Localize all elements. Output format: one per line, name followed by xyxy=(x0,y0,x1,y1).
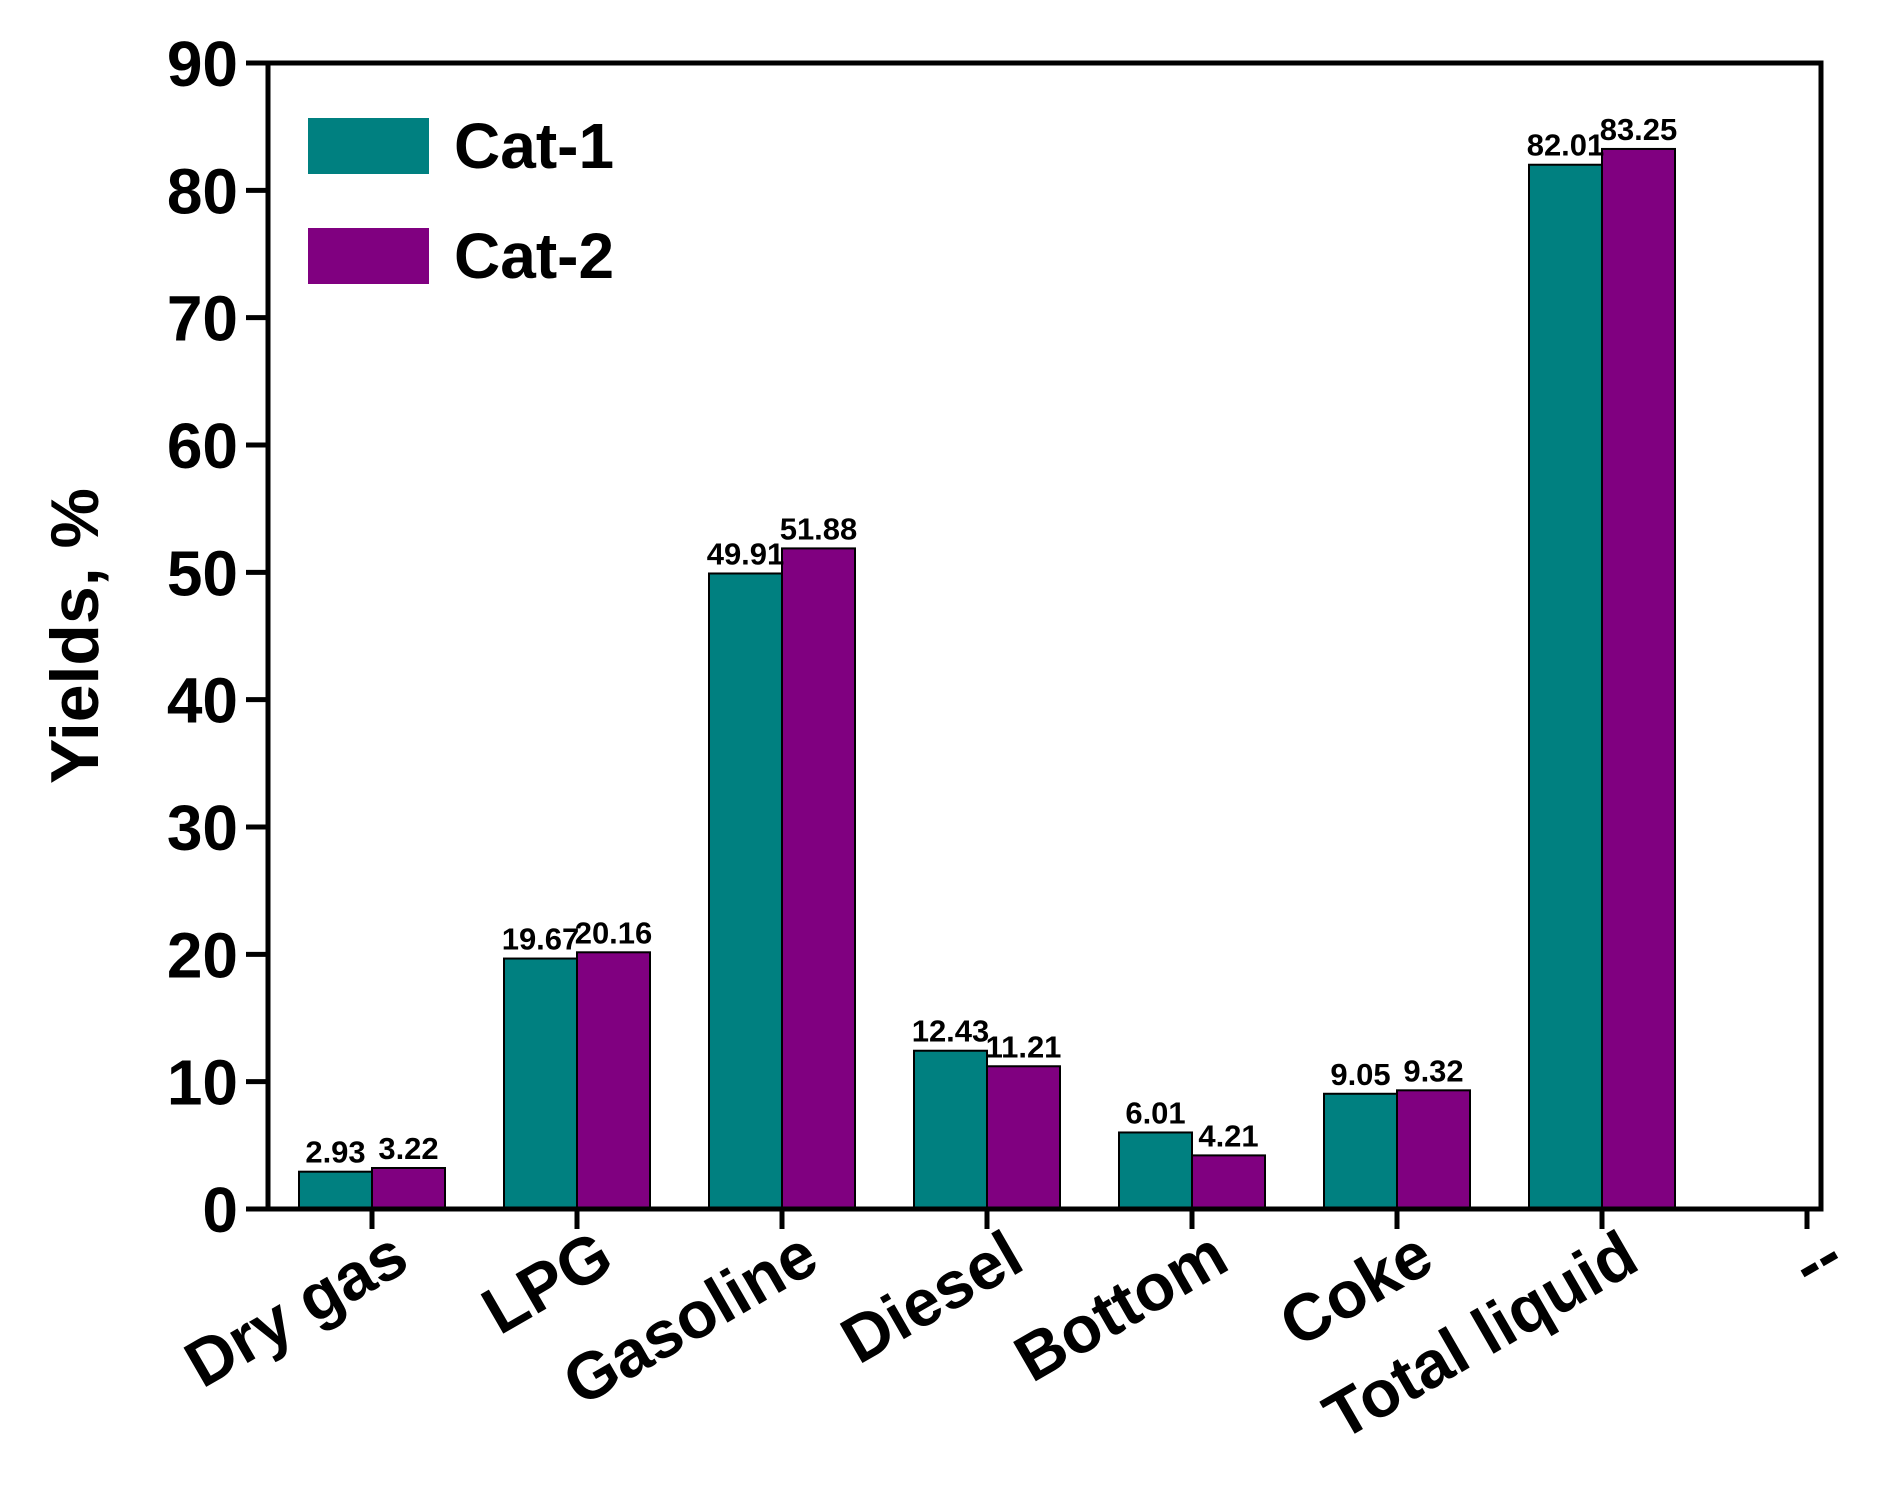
x-tick-label: Bottom xyxy=(1002,1216,1239,1396)
data-label: 82.01 xyxy=(1527,128,1605,163)
data-label: 49.91 xyxy=(707,536,785,571)
bar-cat-2-coke xyxy=(1396,1089,1471,1210)
bar-cat-1-dry-gas xyxy=(298,1170,373,1210)
x-tick-label: -- xyxy=(1779,1216,1854,1302)
y-tick-label: 80 xyxy=(167,155,238,227)
data-label: 19.67 xyxy=(502,922,580,957)
data-label: 3.22 xyxy=(378,1131,438,1166)
bar-cat-1-diesel xyxy=(913,1049,988,1210)
data-label: 9.32 xyxy=(1403,1053,1463,1088)
plot-frame xyxy=(265,60,1824,1212)
data-label: 9.05 xyxy=(1330,1057,1390,1092)
bar-cat-2-lpg xyxy=(576,951,651,1211)
bar-cat-2-gasoline xyxy=(781,547,856,1210)
legend-swatch xyxy=(308,118,429,174)
bar-cat-2-diesel xyxy=(986,1065,1061,1210)
bar-cat-1-total-liquid xyxy=(1528,163,1603,1210)
bar-cat-1-gasoline xyxy=(708,572,783,1210)
data-label: 2.93 xyxy=(305,1135,365,1170)
data-label: 51.88 xyxy=(780,511,858,546)
y-tick-label: 70 xyxy=(167,283,238,355)
y-tick-label: 60 xyxy=(167,410,238,482)
bar-cat-2-total-liquid xyxy=(1601,147,1676,1211)
legend: Cat-1 Cat-2 xyxy=(308,110,614,292)
legend-swatch xyxy=(308,228,429,284)
data-label: 20.16 xyxy=(575,915,653,950)
y-tick-label: 90 xyxy=(167,28,238,100)
y-tick-label: 10 xyxy=(167,1047,238,1119)
y-axis: 0 10 20 30 40 50 60 70 80 90 xyxy=(167,28,268,1246)
bar-cat-1-coke xyxy=(1323,1092,1398,1210)
data-label: 6.01 xyxy=(1125,1095,1185,1130)
bar-cat-1-bottom xyxy=(1118,1131,1193,1210)
y-tick-label: 40 xyxy=(167,665,238,737)
y-tick-label: 0 xyxy=(202,1174,238,1246)
legend-label: Cat-2 xyxy=(454,220,614,292)
data-label: 4.21 xyxy=(1198,1118,1258,1153)
bar-cat-2-dry-gas xyxy=(371,1166,446,1210)
y-tick-label: 30 xyxy=(167,792,238,864)
y-axis-title: Yields, % xyxy=(37,488,113,784)
data-label: 11.21 xyxy=(986,1029,1062,1064)
bars-layer xyxy=(298,147,1676,1211)
y-tick-label: 20 xyxy=(167,919,238,991)
bar-cat-2-bottom xyxy=(1191,1154,1266,1211)
bar-cat-1-lpg xyxy=(503,957,578,1210)
y-tick-label: 50 xyxy=(167,537,238,609)
x-tick-label: Diesel xyxy=(829,1216,1034,1377)
data-label: 12.43 xyxy=(912,1014,990,1049)
legend-label: Cat-1 xyxy=(454,110,614,182)
data-label: 83.25 xyxy=(1600,112,1678,147)
